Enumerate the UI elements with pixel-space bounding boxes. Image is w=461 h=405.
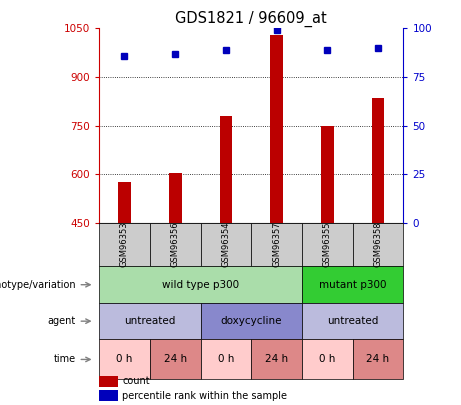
Text: mutant p300: mutant p300	[319, 280, 386, 290]
FancyBboxPatch shape	[302, 223, 353, 266]
FancyBboxPatch shape	[353, 339, 403, 379]
FancyBboxPatch shape	[99, 390, 118, 401]
FancyBboxPatch shape	[99, 376, 118, 387]
Text: GSM96353: GSM96353	[120, 222, 129, 267]
Text: agent: agent	[48, 316, 76, 326]
FancyBboxPatch shape	[302, 266, 403, 303]
FancyBboxPatch shape	[150, 339, 201, 379]
FancyBboxPatch shape	[150, 223, 201, 266]
Bar	[169, 173, 182, 223]
Text: 0 h: 0 h	[116, 354, 133, 364]
Text: doxycycline: doxycycline	[220, 316, 282, 326]
Text: 24 h: 24 h	[265, 354, 288, 364]
FancyBboxPatch shape	[251, 223, 302, 266]
Text: time: time	[54, 354, 76, 364]
Text: wild type p300: wild type p300	[162, 280, 239, 290]
Bar	[372, 98, 384, 223]
Bar	[321, 126, 334, 223]
Text: GSM96358: GSM96358	[373, 222, 383, 267]
FancyBboxPatch shape	[99, 223, 150, 266]
FancyBboxPatch shape	[251, 339, 302, 379]
Bar	[270, 35, 283, 223]
Text: GSM96355: GSM96355	[323, 222, 332, 267]
FancyBboxPatch shape	[302, 339, 353, 379]
Text: 0 h: 0 h	[319, 354, 336, 364]
Text: untreated: untreated	[124, 316, 176, 326]
Bar	[219, 116, 232, 223]
Text: 24 h: 24 h	[366, 354, 390, 364]
FancyBboxPatch shape	[353, 223, 403, 266]
Text: GSM96354: GSM96354	[221, 222, 230, 267]
Text: untreated: untreated	[327, 316, 378, 326]
FancyBboxPatch shape	[302, 303, 403, 339]
FancyBboxPatch shape	[99, 339, 150, 379]
Text: percentile rank within the sample: percentile rank within the sample	[122, 391, 287, 401]
FancyBboxPatch shape	[99, 303, 201, 339]
Title: GDS1821 / 96609_at: GDS1821 / 96609_at	[175, 11, 327, 27]
Text: GSM96356: GSM96356	[171, 222, 180, 267]
FancyBboxPatch shape	[99, 266, 302, 303]
FancyBboxPatch shape	[201, 303, 302, 339]
Text: count: count	[122, 376, 150, 386]
FancyBboxPatch shape	[201, 223, 251, 266]
Bar	[118, 182, 131, 223]
Text: 0 h: 0 h	[218, 354, 234, 364]
Text: 24 h: 24 h	[164, 354, 187, 364]
FancyBboxPatch shape	[201, 339, 251, 379]
Text: genotype/variation: genotype/variation	[0, 280, 76, 290]
Text: GSM96357: GSM96357	[272, 222, 281, 267]
